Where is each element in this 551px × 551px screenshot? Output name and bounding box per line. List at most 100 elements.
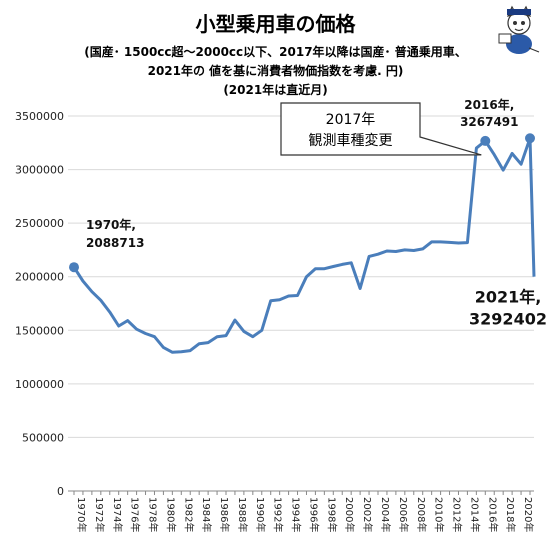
x-tick-label-24: 2018年 [504, 497, 517, 532]
data-point-1989 [242, 330, 246, 333]
x-tick-label-23: 2016年 [486, 497, 499, 532]
data-point-1999 [332, 265, 335, 268]
data-point-1977 [135, 328, 138, 331]
y-tick-label-4: 2000000 [15, 271, 64, 284]
data-point-1982 [180, 350, 183, 353]
data-point-2006 [394, 250, 398, 253]
x-tick-label-0: 1970年 [75, 497, 88, 532]
data-point-1979 [153, 335, 156, 338]
data-point-2001 [349, 261, 353, 264]
mascot-character-icon [498, 5, 540, 54]
callout-line-1: 2017年 [326, 112, 376, 128]
y-tick-label-7: 3500000 [15, 110, 64, 123]
data-point-2018 [501, 168, 505, 172]
highlight-marker-2021 [525, 133, 535, 144]
data-point-2011 [439, 240, 442, 244]
data-point-1995 [296, 294, 299, 297]
data-point-1974 [108, 310, 111, 314]
data-point-2005 [385, 249, 389, 253]
y-tick-label-6: 3000000 [15, 164, 64, 177]
data-point-1975 [117, 324, 120, 328]
chart-subtitle-line-1: (国産･ 1500cc超〜2000cc以下、2017年以降は国産･ 普通乗用車、 [84, 45, 467, 59]
x-tick-label-6: 1982年 [182, 497, 195, 532]
data-point-1976 [126, 319, 129, 322]
x-tick-label-22: 2014年 [468, 497, 481, 532]
data-point-1986 [215, 335, 219, 338]
data-label-2016-year: 2016年, [464, 97, 514, 112]
x-tick-label-20: 2010年 [433, 497, 446, 532]
data-point-1984 [197, 342, 201, 345]
y-tick-label-0: 0 [57, 485, 64, 498]
data-label-2021-year: 2021年, [475, 288, 542, 307]
data-point-1994 [287, 294, 290, 298]
x-tick-label-15: 2000年 [343, 497, 356, 532]
chart-title: 小型乗用車の価格 [195, 12, 356, 36]
x-tick-label-14: 1998年 [325, 497, 338, 532]
y-tick-label-2: 1000000 [15, 378, 64, 391]
x-tick-label-4: 1978年 [147, 497, 160, 532]
x-tick-label-9: 1988年 [236, 497, 249, 532]
data-point-2004 [376, 253, 380, 256]
data-label-1970-value: 2088713 [86, 236, 144, 250]
data-point-2020 [519, 163, 523, 166]
y-tick-label-3: 1500000 [15, 324, 64, 337]
x-tick-label-16: 2002年 [361, 497, 374, 532]
x-tick-label-7: 1984年 [200, 497, 213, 532]
data-point-1990 [251, 335, 255, 338]
data-point-2017 [493, 153, 496, 156]
data-point-1981 [171, 351, 174, 354]
data-point-1983 [189, 349, 192, 352]
data-point-1978 [144, 332, 147, 335]
data-point-1998 [323, 267, 326, 270]
x-tick-label-11: 1992年 [272, 497, 285, 532]
data-point-1991 [260, 329, 263, 332]
data-point-2012 [448, 241, 451, 244]
highlight-marker-2016 [480, 135, 491, 146]
x-tick-label-18: 2006年 [397, 497, 410, 532]
data-point-1980 [162, 346, 165, 349]
x-tick-label-2: 1974年 [111, 497, 124, 532]
x-tick-label-13: 1996年 [307, 497, 320, 532]
data-point-1972 [90, 290, 94, 293]
data-point-1993 [278, 298, 281, 301]
x-tick-label-10: 1990年 [254, 497, 267, 532]
data-point-2015 [475, 146, 478, 150]
data-point-1971 [81, 279, 85, 283]
x-tick-label-1: 1972年 [93, 497, 106, 532]
data-point-1997 [314, 267, 317, 270]
data-point-2000 [341, 263, 344, 266]
data-point-1988 [233, 318, 237, 322]
data-point-1985 [206, 341, 210, 344]
data-point-1987 [224, 334, 228, 337]
highlight-marker-1970 [69, 262, 79, 273]
x-tick-label-19: 2008年 [415, 497, 428, 532]
chart-subtitle-line-3: (2021年は直近月) [223, 83, 328, 97]
data-point-2019 [510, 152, 514, 155]
data-point-2014 [466, 241, 469, 244]
data-point-1996 [305, 275, 308, 278]
data-point-2007 [403, 248, 407, 252]
data-point-2002 [358, 287, 362, 290]
x-tick-label-8: 1986年 [218, 497, 231, 532]
data-point-1992 [269, 299, 272, 303]
data-point-2010 [430, 240, 433, 244]
x-tick-label-17: 2004年 [379, 497, 392, 532]
y-tick-label-5: 2500000 [15, 217, 64, 230]
data-label-2021-value: 3292402 [469, 310, 547, 329]
callout-line-2: 観測車種変更 [309, 132, 393, 149]
x-tick-label-12: 1994年 [290, 497, 303, 532]
y-tick-label-1: 500000 [22, 431, 64, 444]
x-tick-label-5: 1980年 [164, 497, 177, 532]
data-point-2008 [412, 249, 415, 252]
data-label-1970-year: 1970年, [86, 217, 136, 232]
x-tick-label-3: 1976年 [129, 497, 142, 532]
chart-subtitle-line-2: 2021年の 値を基に消費者物価指数を考慮. 円) [147, 64, 404, 78]
data-label-2016-value: 3267491 [460, 115, 518, 129]
data-point-2009 [421, 247, 424, 251]
x-tick-label-21: 2012年 [451, 497, 464, 532]
callout-box [280, 102, 482, 156]
x-tick-label-25: 2020年 [522, 497, 535, 532]
data-point-2003 [367, 255, 371, 258]
data-point-1973 [99, 299, 103, 302]
